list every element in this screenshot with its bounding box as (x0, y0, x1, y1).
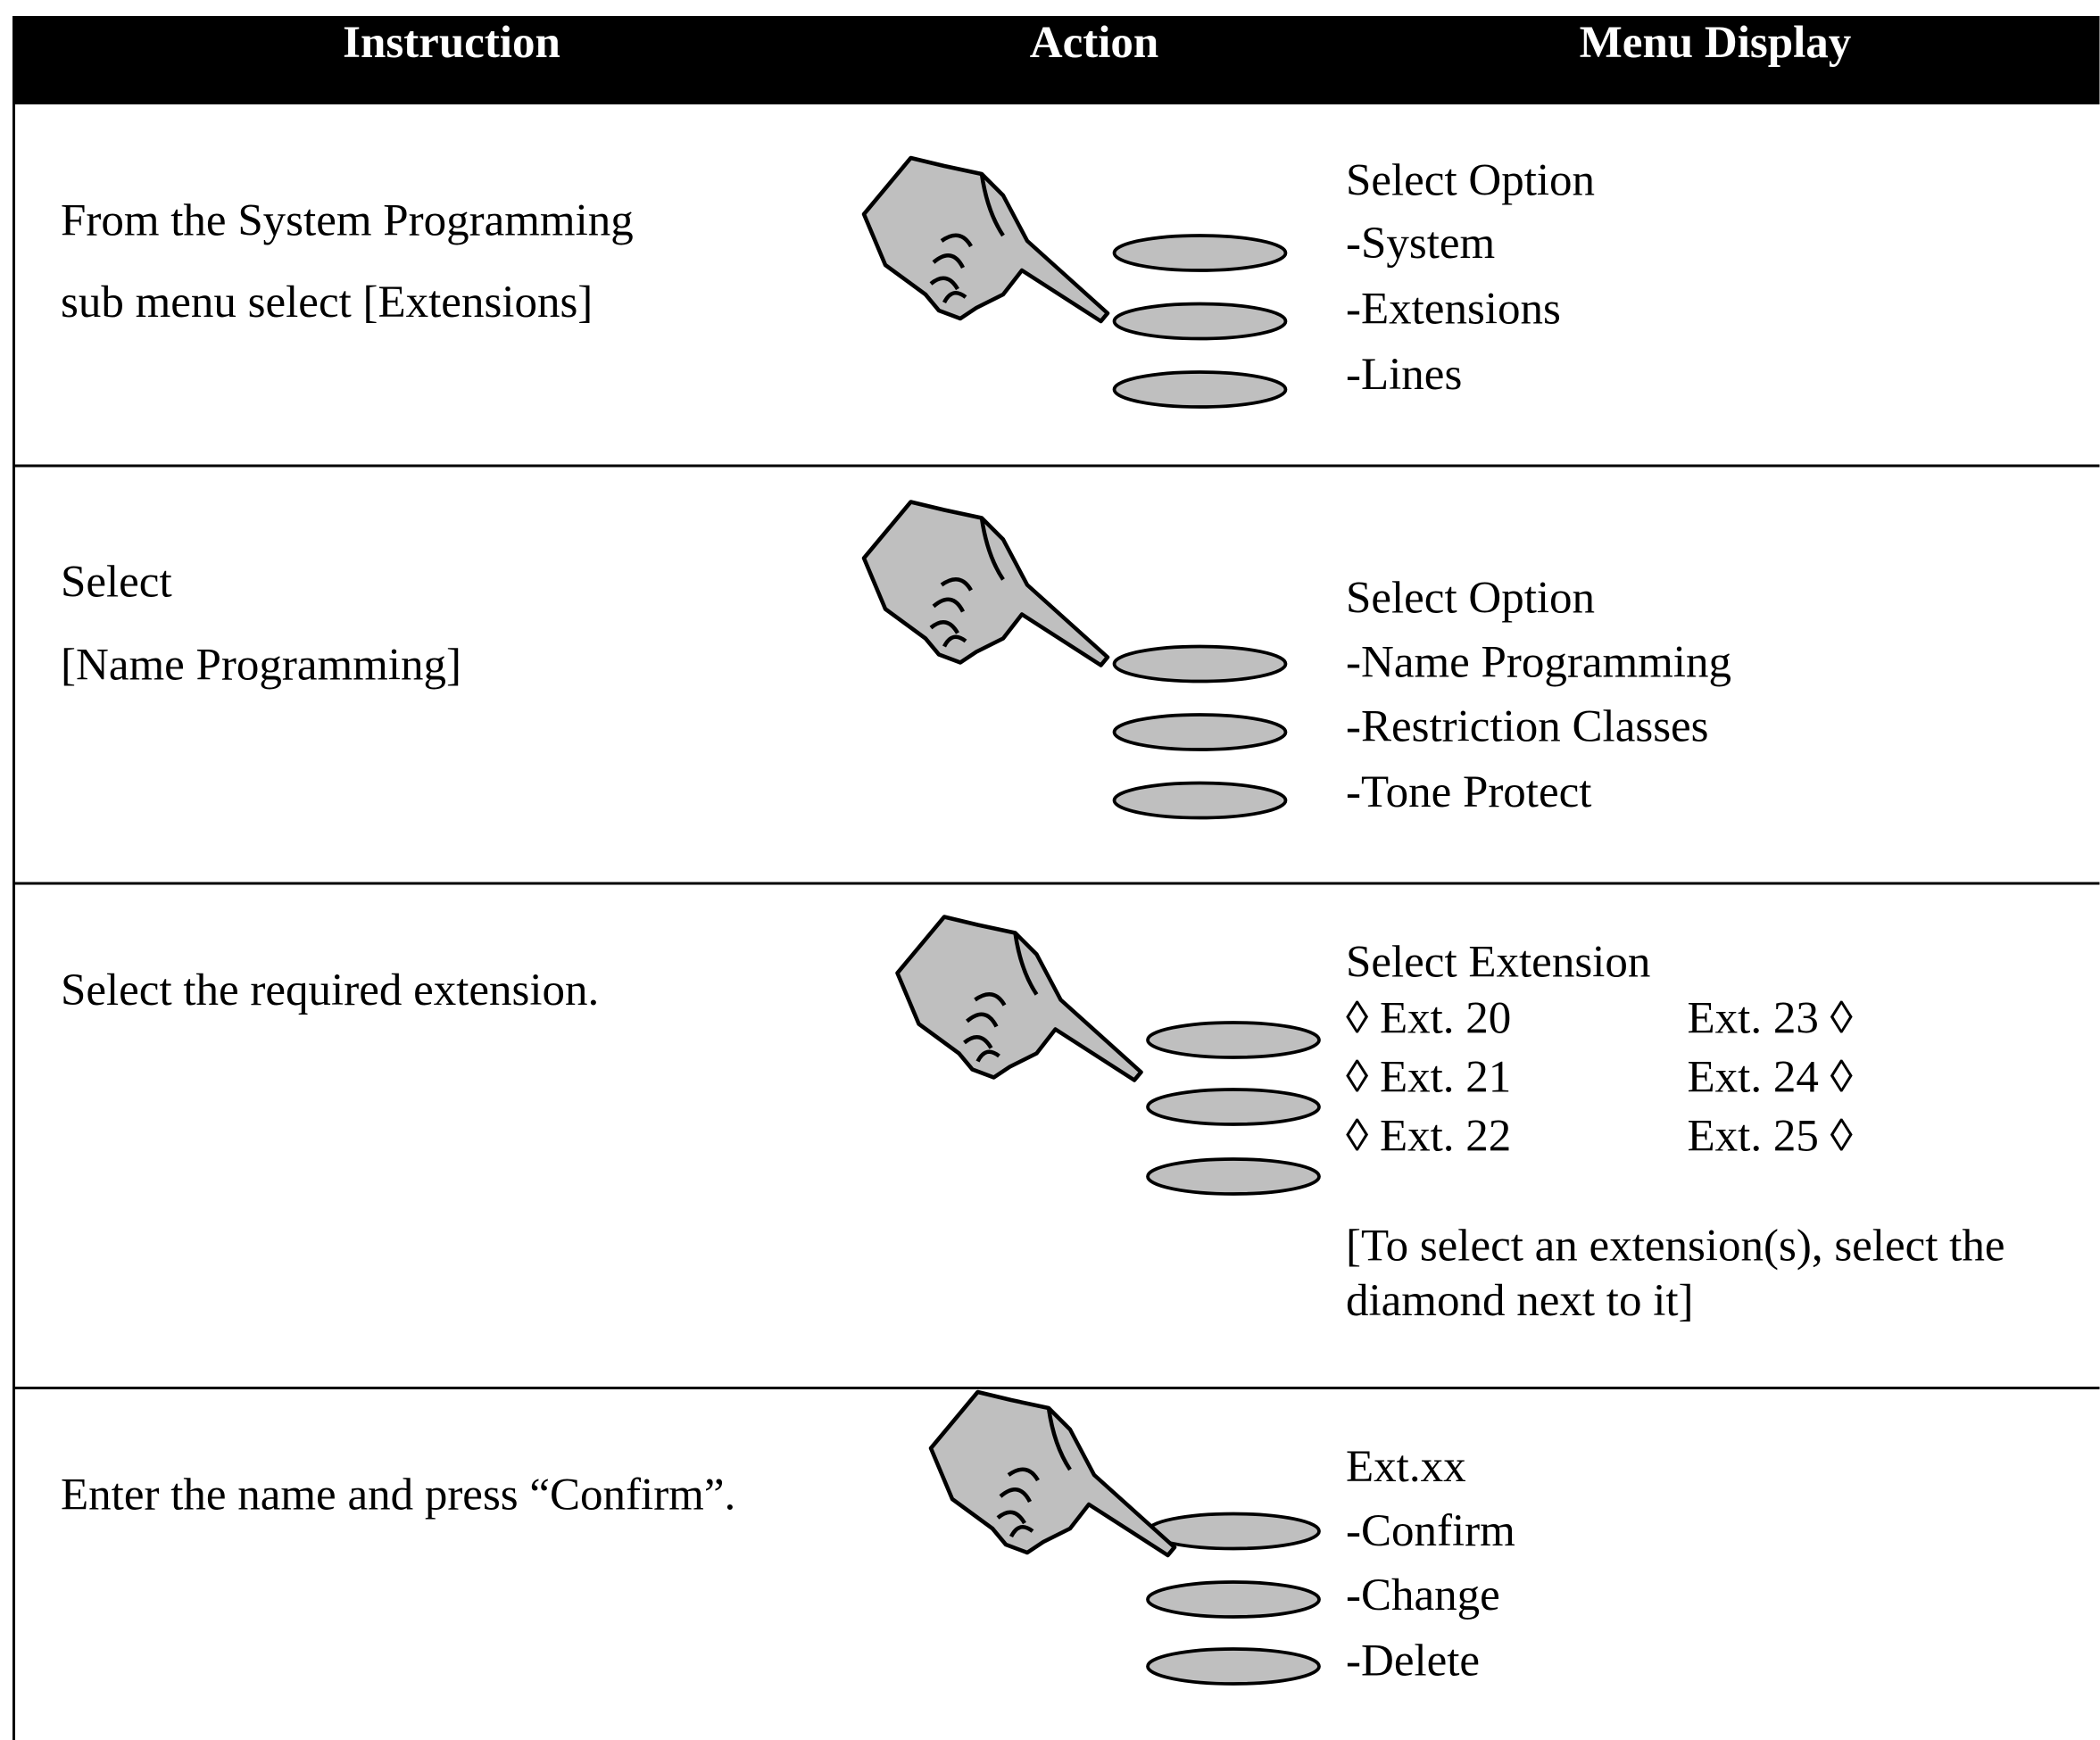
hand-detail (1008, 1524, 1034, 1538)
menu-text: Select Option (1346, 156, 1595, 206)
soft-key (1112, 781, 1288, 820)
pointing-hand (928, 1389, 1177, 1558)
hand-detail (1046, 1407, 1072, 1471)
header-bar (13, 16, 2100, 104)
hand-detail (979, 173, 1005, 237)
menu-text: -Restriction Classes (1346, 702, 1709, 752)
soft-key (1112, 302, 1288, 341)
instruction-text: Select the required extension. (61, 965, 599, 1015)
soft-key (1146, 1088, 1321, 1126)
hand-outline (861, 500, 1110, 667)
pointing-hand (861, 155, 1110, 324)
extension-option: Ext. 24 ◊ (1688, 1053, 1854, 1103)
soft-key (1112, 644, 1288, 684)
hand-detail (940, 233, 973, 248)
extension-option: ◊ Ext. 21 (1346, 1053, 1511, 1103)
hand-detail (929, 276, 959, 291)
extension-option: ◊ Ext. 22 (1346, 1112, 1511, 1162)
soft-key (1146, 1580, 1321, 1619)
instruction-text: [Name Programming] (61, 641, 461, 691)
menu-text: -Tone Protect (1346, 767, 1591, 817)
hand-detail (932, 597, 966, 613)
hand-detail (942, 634, 967, 648)
extension-option: Ext. 25 ◊ (1688, 1112, 1854, 1162)
pointing-hand (895, 915, 1143, 1082)
header-cell: Menu Display (1580, 18, 1852, 68)
menu-text: -Name Programming (1346, 638, 1731, 688)
hand-detail (979, 518, 1005, 581)
menu-text: -Extensions (1346, 285, 1561, 335)
soft-key (1146, 1157, 1321, 1196)
menu-text: -Lines (1346, 350, 1462, 400)
header-cell: Instruction (343, 18, 560, 68)
soft-key (1112, 234, 1288, 272)
hand-detail (932, 253, 966, 269)
instruction-text: From the System Programming (61, 196, 634, 246)
pointing-hand (861, 500, 1110, 667)
soft-key (1146, 1021, 1321, 1059)
menu-note: diamond next to it] (1346, 1276, 1694, 1326)
hand-detail (929, 620, 959, 634)
soft-key (1112, 370, 1288, 409)
hand-outline (928, 1389, 1177, 1558)
hand-detail (942, 290, 967, 304)
extension-option: Ext. 23 ◊ (1688, 994, 1854, 1044)
soft-key (1112, 713, 1288, 751)
hand-detail (940, 577, 973, 592)
hand-detail (963, 1035, 993, 1049)
soft-key (1146, 1512, 1321, 1551)
menu-text: Select Option (1346, 574, 1595, 624)
hand-detail (974, 992, 1007, 1007)
hand-outline (895, 915, 1143, 1082)
menu-text: -Confirm (1346, 1506, 1515, 1556)
hand-detail (999, 1487, 1033, 1504)
soft-key (1146, 1647, 1321, 1686)
menu-text: Select Extension (1346, 938, 1650, 988)
hand-detail (966, 1012, 999, 1028)
hand-detail (975, 1049, 1000, 1063)
instruction-text: Select (61, 558, 172, 608)
hand-detail (1007, 1467, 1040, 1482)
menu-text: -System (1346, 219, 1495, 269)
extension-option: ◊ Ext. 20 (1346, 994, 1511, 1044)
header-cell: Action (1030, 18, 1158, 68)
instruction-text: Enter the name and press “Confirm”. (61, 1471, 735, 1520)
instruction-text: sub menu select [Extensions] (61, 278, 593, 327)
menu-text: -Delete (1346, 1636, 1480, 1686)
hand-detail (996, 1510, 1026, 1525)
menu-text: -Change (1346, 1570, 1500, 1620)
hand-outline (861, 155, 1110, 324)
hand-detail (1013, 932, 1039, 996)
menu-text: Ext.xx (1346, 1442, 1466, 1492)
menu-note: [To select an extension(s), select the (1346, 1222, 2005, 1272)
